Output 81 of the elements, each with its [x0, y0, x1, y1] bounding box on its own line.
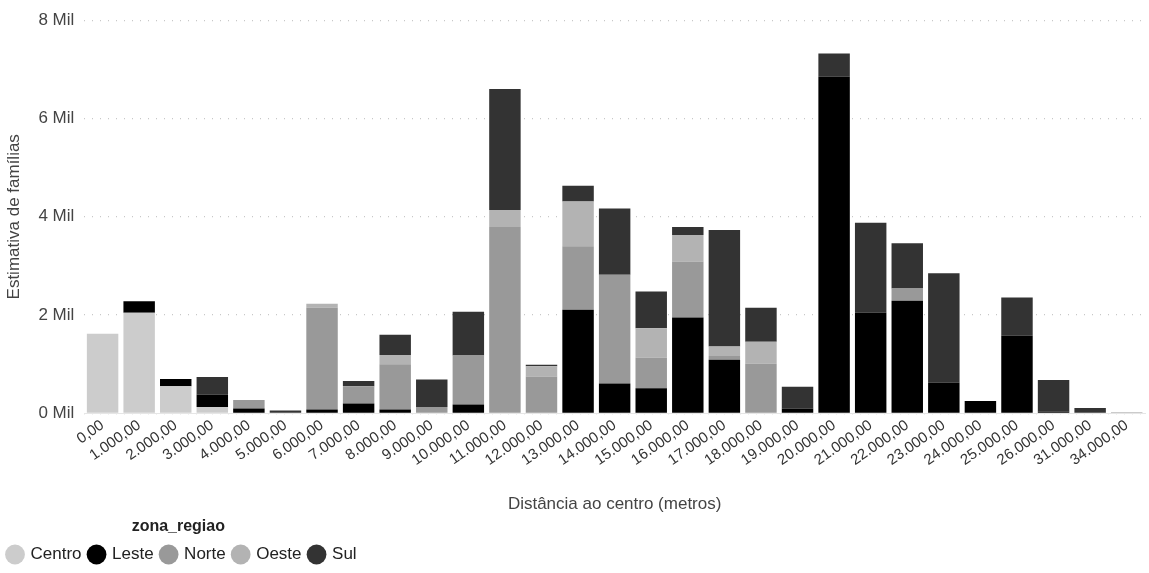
bar — [86, 333, 119, 413]
bar — [891, 300, 923, 413]
bar — [196, 377, 229, 395]
bar — [672, 227, 704, 235]
bar — [708, 359, 741, 413]
bar — [635, 328, 667, 358]
bar — [342, 380, 375, 387]
bar — [928, 382, 960, 413]
y-tick-label: 6 Mil — [38, 108, 75, 128]
bar — [708, 346, 741, 356]
bar — [818, 76, 850, 413]
bar — [160, 378, 192, 387]
bar — [1037, 379, 1070, 412]
bar — [525, 366, 558, 377]
bar — [489, 227, 521, 413]
legend-label: Centro — [30, 544, 82, 564]
bar — [745, 307, 777, 342]
bar — [562, 246, 594, 310]
bar — [635, 291, 667, 329]
x-axis-title: Distância ao centro (metros) — [507, 494, 722, 514]
bar — [306, 303, 338, 308]
bar — [233, 400, 265, 409]
bar — [854, 312, 887, 413]
bar — [342, 386, 375, 404]
legend-label: Norte — [184, 544, 226, 564]
bar — [379, 354, 411, 365]
bar — [964, 401, 997, 413]
bar — [781, 408, 814, 413]
bar — [562, 201, 594, 247]
bar — [562, 185, 594, 202]
bar — [1074, 407, 1106, 413]
bar — [781, 386, 814, 409]
bar — [452, 355, 485, 405]
legend-title: zona_regiao — [131, 517, 226, 535]
bar — [489, 209, 521, 228]
bar — [306, 307, 338, 410]
bar — [379, 409, 411, 413]
bar — [1001, 297, 1033, 336]
bar — [489, 89, 521, 210]
y-tick-label: 8 Mil — [38, 9, 75, 29]
bar — [745, 341, 777, 364]
bar — [672, 317, 704, 413]
bar — [562, 309, 594, 413]
y-axis-title: Estimativa de famílias — [3, 134, 23, 300]
bar — [1001, 335, 1033, 413]
bar — [306, 409, 338, 413]
bar — [452, 404, 485, 413]
bar — [452, 311, 485, 356]
bar — [598, 383, 631, 413]
bar — [708, 230, 741, 347]
legend-label: Sul — [332, 544, 357, 564]
y-tick-label: 4 Mil — [38, 206, 75, 226]
y-tick-label: 0 Mil — [38, 403, 75, 423]
legend-label: Oeste — [256, 544, 302, 564]
bar — [416, 406, 448, 413]
bar — [196, 394, 229, 407]
bar — [342, 403, 375, 413]
bar — [635, 388, 667, 413]
bar — [160, 386, 192, 413]
bar — [598, 274, 631, 384]
bar — [891, 243, 923, 289]
bar — [123, 301, 155, 313]
bar — [672, 261, 704, 318]
bar — [672, 234, 704, 262]
bar — [379, 364, 411, 410]
bar — [708, 355, 741, 360]
bar — [196, 406, 229, 413]
y-tick-label: 2 Mil — [38, 304, 75, 324]
bar — [416, 379, 448, 407]
bar — [928, 273, 960, 383]
bar — [745, 363, 777, 413]
bar — [854, 222, 887, 313]
bar — [891, 288, 923, 301]
bar — [635, 357, 667, 389]
legend-label: Leste — [112, 544, 154, 564]
bar — [525, 376, 558, 413]
bar — [233, 408, 265, 413]
bar — [598, 208, 631, 275]
bar — [379, 334, 411, 355]
bar — [269, 410, 302, 413]
bar — [818, 53, 850, 77]
